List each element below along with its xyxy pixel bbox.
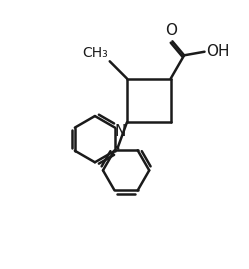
Text: OH: OH	[206, 44, 229, 59]
Text: CH₃: CH₃	[82, 46, 108, 60]
Text: O: O	[165, 23, 177, 38]
Text: N: N	[114, 123, 126, 139]
